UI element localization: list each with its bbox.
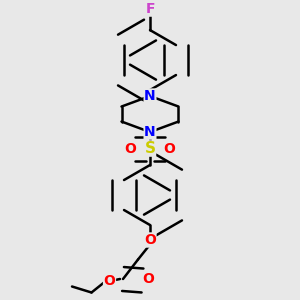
Text: O: O <box>144 233 156 247</box>
Text: O: O <box>142 272 154 286</box>
Text: S: S <box>145 141 155 156</box>
Text: N: N <box>144 89 156 103</box>
Text: O: O <box>164 142 175 155</box>
Text: O: O <box>124 142 136 155</box>
Text: F: F <box>145 2 155 16</box>
Text: N: N <box>144 125 156 139</box>
Text: O: O <box>103 274 116 287</box>
